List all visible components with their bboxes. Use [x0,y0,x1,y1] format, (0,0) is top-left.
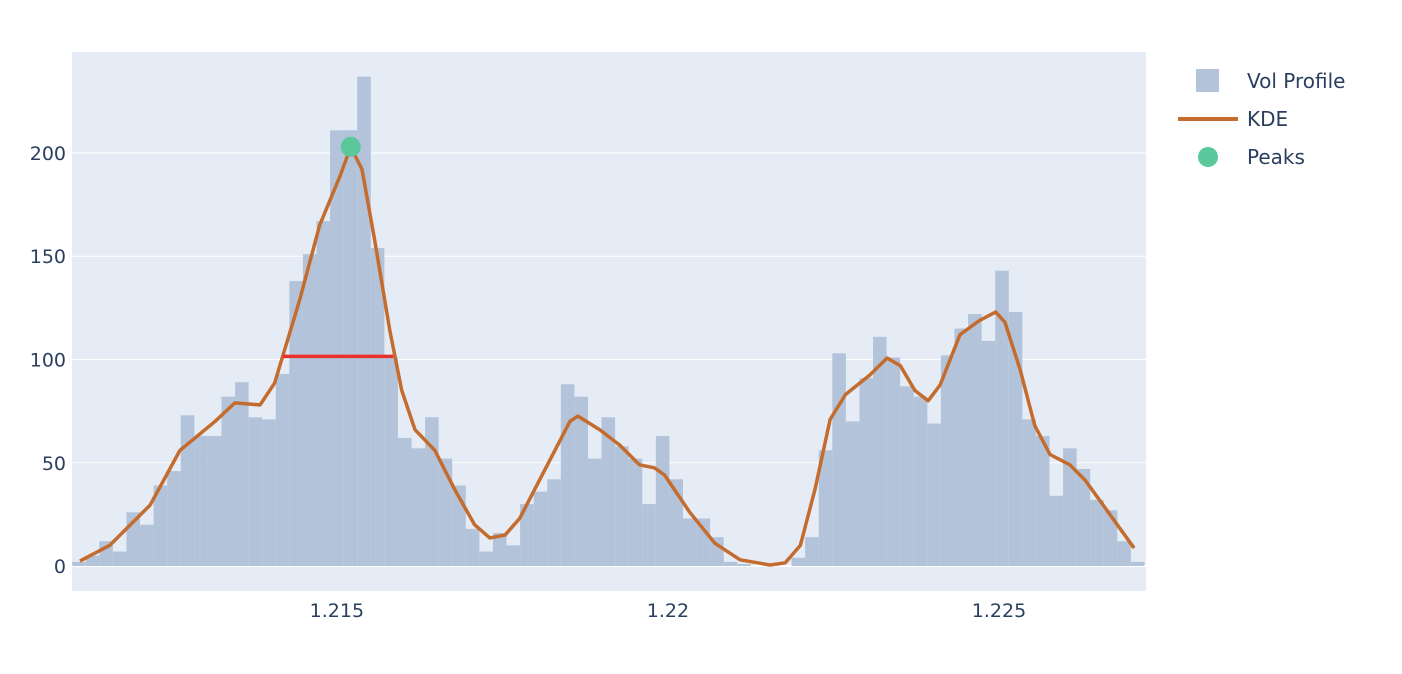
vol-profile-bar [1022,419,1036,567]
vol-profile-bar [560,384,575,567]
vol-profile-bar [927,423,941,567]
vol-profile-bar [370,247,385,567]
vol-profile-bar [207,435,222,567]
vol-profile-bar [968,314,982,567]
vol-profile-bar [194,435,208,567]
vol-profile-bar [832,353,846,567]
vol-profile-bar [913,396,928,567]
x-tick-label: 1.215 [310,600,364,622]
vol-profile-bar [248,417,263,567]
legend-item-peaks[interactable]: Peaks [1198,145,1305,169]
vol-profile-bar [601,417,616,567]
vol-profile-bar [1090,499,1104,567]
vol-profile-bar [818,450,833,567]
legend-item-kde[interactable]: KDE [1178,107,1288,131]
vol-profile-bar [805,537,819,567]
vol-profile-bar [330,130,344,567]
vol-profile-bar [438,458,453,567]
vol-profile-bar [845,421,860,567]
peak-point [340,136,361,157]
vol-profile-bar [615,446,629,567]
legend-label: Vol Profile [1247,69,1345,93]
x-tick-label: 1.225 [972,600,1026,622]
vol-profile-bar [167,471,181,567]
y-axis-tick-labels: 0 50 100 150 200 [30,143,66,578]
x-axis-tick-labels: 1.215 1.22 1.225 [310,600,1027,622]
vol-profile-bar [669,479,683,567]
x-tick-label: 1.22 [647,600,689,622]
vol-profile-bar [520,504,534,567]
vol-profile-bar [574,396,588,567]
vol-profile-bar [587,458,602,567]
vol-profile-bar [289,281,303,567]
kde-line [79,145,1136,567]
vol-profile-bar [411,448,426,567]
vol-profile-bar [737,563,751,567]
vol-profile-bar [1035,435,1050,567]
vol-profile-bar [628,458,643,567]
vol-profile-bar [696,518,711,567]
vol-profile-bar [1076,468,1091,567]
vol-profile-bar [940,355,955,567]
vol-profile-bar [682,518,697,567]
vol-profile-bar [1063,448,1077,567]
legend-label: KDE [1247,107,1288,131]
vol-profile-bar [1130,561,1145,567]
vol-profile-bar [655,435,670,567]
vol-profile-bar [886,357,901,567]
vol-profile-bar [112,551,127,567]
vol-profile-bar [1117,541,1131,567]
legend-item-vol-profile[interactable]: Vol Profile [1196,69,1345,93]
vol-profile-bar [642,504,656,567]
vol-profile-bar [547,479,561,567]
vol-profile-bar [533,491,548,567]
vol-profile-bar [900,386,914,567]
vol-profile-bar [425,417,439,567]
y-tick-label: 0 [54,556,66,578]
vol-profile-bar [479,551,493,567]
vol-profile-bar [506,545,521,567]
vol-profile-bar [72,561,86,567]
vol-profile-bar [275,373,290,567]
vol-profile-bar [397,437,412,567]
vol-profile-bar [492,532,507,567]
vol-profile-bar [180,415,195,567]
vol-profile-bar [954,328,969,567]
vol-profile-bar [859,378,874,567]
vol-profile-bar [343,130,358,567]
legend-square-icon [1196,69,1219,92]
vol-profile-bar [153,485,168,567]
vol-profile-bar [384,357,398,567]
vol-profile-bar [791,557,806,567]
vol-profile-bar [140,524,154,567]
legend[interactable]: Vol Profile KDE Peaks [1178,69,1345,169]
legend-label: Peaks [1247,145,1305,169]
legend-circle-icon [1198,147,1218,167]
peak-points [340,136,361,157]
y-tick-label: 100 [30,349,66,371]
vol-profile-bar [465,528,480,567]
lines [79,145,1136,567]
vol-profile-bar [723,561,738,567]
vol-profile-bar [873,336,887,567]
vol-profile-bar [221,396,236,567]
vol-profile-bar [85,555,100,567]
vol-profile-bar [262,419,276,567]
vol-profile-bar [981,340,996,567]
vol-profile-bar [1049,495,1064,567]
vol-profile-bar [302,254,317,567]
y-tick-label: 50 [42,453,66,475]
vol-profile-bar [1103,510,1118,567]
y-tick-label: 150 [30,246,66,268]
vol-profile-bar [995,270,1009,567]
y-tick-label: 200 [30,143,66,165]
vol-profile-bar [316,221,331,567]
vol-profile-bar [1008,312,1023,567]
vol-profile-bar [235,382,249,567]
